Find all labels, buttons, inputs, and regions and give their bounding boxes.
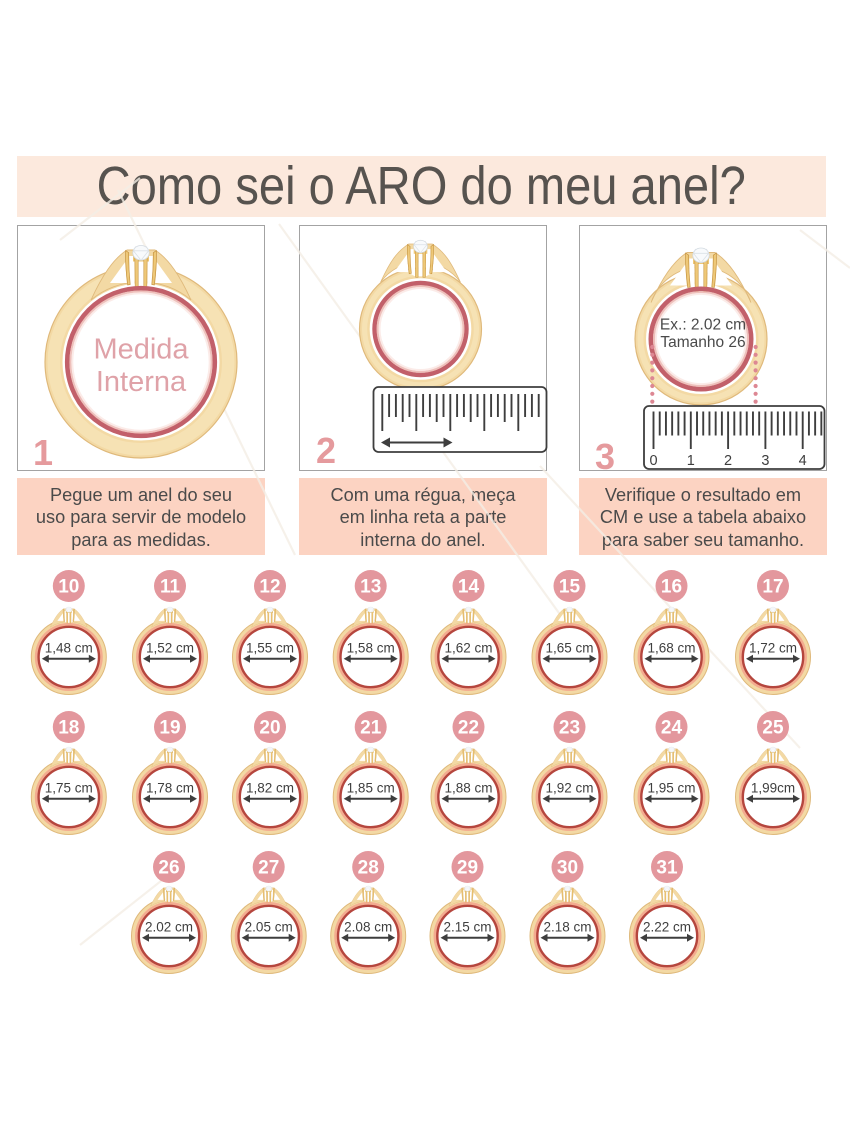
svg-text:1,88 cm: 1,88 cm [444, 781, 492, 796]
svg-text:30: 30 [557, 858, 578, 879]
svg-text:19: 19 [159, 718, 180, 739]
svg-text:12: 12 [259, 577, 280, 598]
svg-text:1,62 cm: 1,62 cm [444, 641, 492, 656]
svg-text:1,48 cm: 1,48 cm [45, 641, 93, 656]
svg-text:10: 10 [58, 577, 79, 598]
svg-text:25: 25 [762, 718, 784, 739]
svg-text:1,65 cm: 1,65 cm [545, 641, 593, 656]
svg-text:2.05 cm: 2.05 cm [245, 920, 293, 935]
svg-text:14: 14 [458, 577, 480, 598]
svg-text:18: 18 [58, 718, 79, 739]
svg-text:2.08 cm: 2.08 cm [344, 920, 392, 935]
svg-text:21: 21 [360, 718, 382, 739]
svg-text:1,52 cm: 1,52 cm [146, 641, 194, 656]
svg-text:11: 11 [160, 577, 181, 598]
svg-text:1,58 cm: 1,58 cm [347, 641, 395, 656]
svg-text:2.18 cm: 2.18 cm [543, 920, 591, 935]
svg-text:1,82 cm: 1,82 cm [246, 781, 294, 796]
svg-text:16: 16 [661, 577, 682, 598]
svg-text:1,75 cm: 1,75 cm [45, 781, 93, 796]
svg-text:27: 27 [258, 858, 279, 879]
svg-text:1,99cm: 1,99cm [751, 781, 795, 796]
svg-text:22: 22 [458, 718, 479, 739]
svg-text:31: 31 [656, 858, 678, 879]
svg-text:28: 28 [358, 858, 379, 879]
svg-text:23: 23 [559, 718, 580, 739]
svg-text:2.22 cm: 2.22 cm [643, 920, 691, 935]
svg-text:17: 17 [762, 577, 783, 598]
svg-text:20: 20 [259, 718, 280, 739]
svg-text:29: 29 [457, 858, 478, 879]
svg-text:1,95 cm: 1,95 cm [647, 781, 695, 796]
svg-text:1,72 cm: 1,72 cm [749, 641, 797, 656]
svg-text:15: 15 [559, 577, 581, 598]
svg-text:1,55 cm: 1,55 cm [246, 641, 294, 656]
svg-text:1,78 cm: 1,78 cm [146, 781, 194, 796]
svg-text:1,85 cm: 1,85 cm [347, 781, 395, 796]
svg-text:2.02 cm: 2.02 cm [145, 920, 193, 935]
svg-text:1,92 cm: 1,92 cm [545, 781, 593, 796]
svg-text:2.15 cm: 2.15 cm [443, 920, 491, 935]
svg-text:26: 26 [158, 858, 179, 879]
svg-text:1,68 cm: 1,68 cm [647, 641, 695, 656]
svg-text:13: 13 [360, 577, 381, 598]
svg-text:24: 24 [661, 718, 683, 739]
